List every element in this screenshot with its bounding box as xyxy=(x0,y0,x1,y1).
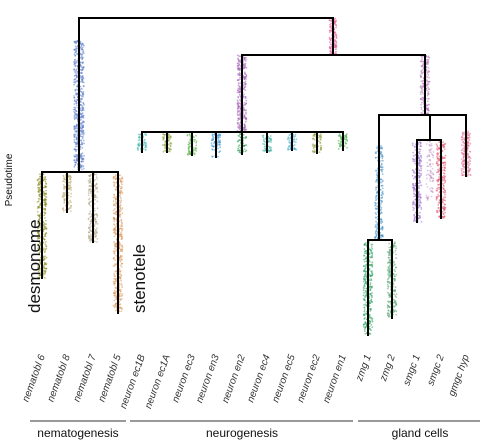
annotation-desmoneme: desmoneme xyxy=(25,219,44,313)
points-neuron_ec3 xyxy=(186,133,198,156)
leaf-label-zmg1: zmg 1 xyxy=(354,353,374,383)
leaf-label-smgc1: smgc 1 xyxy=(401,353,422,387)
leaf-label-smgc2: smgc 2 xyxy=(425,353,447,387)
leaf-label-neuron_ec4: neuron ec4 xyxy=(245,353,273,404)
group-label-nematogenesis: nematogenesis xyxy=(37,426,118,440)
leaf-label-nematobl6: nematobl 6 xyxy=(21,353,48,404)
leaf-label-zmg2: zmg 2 xyxy=(378,353,398,384)
group-label-gland-cells: gland cells xyxy=(392,426,449,440)
annotation-stenotele: stenotele xyxy=(130,244,149,313)
leaf-label-nematobl7: nematobl 7 xyxy=(72,353,99,404)
tree-edges xyxy=(41,17,467,336)
leaf-label-neuron_ec3: neuron ec3 xyxy=(170,353,198,404)
leaf-label-neuron_en1: neuron en1 xyxy=(321,353,349,404)
leaf-label-neuron_en2: neuron en2 xyxy=(220,353,248,405)
leaf-label-nematobl5: nematobl 5 xyxy=(97,353,124,404)
y-axis-label: Pseudotime xyxy=(4,153,15,206)
leaf-label-neuron_ec5: neuron ec5 xyxy=(270,353,298,404)
points-nematobl8 xyxy=(61,173,73,213)
points-nematobl6 xyxy=(36,173,48,279)
leaf-label-gmgc_hyp: gmgc hyp xyxy=(447,353,472,398)
leaf-label-neuron_ec1A: neuron ec1A xyxy=(143,353,173,410)
leaf-label-neuron_ec2: neuron ec2 xyxy=(295,353,323,404)
leaf-label-nematobl8: nematobl 8 xyxy=(46,353,73,404)
points-smgc-stem xyxy=(425,139,435,201)
cell-points xyxy=(36,17,472,335)
points-neuron_en3 xyxy=(210,133,222,158)
leaf-label-neuron_en3: neuron en3 xyxy=(194,353,222,405)
leaf-label-neuron_ec1B: neuron ec1B xyxy=(118,353,148,410)
group-label-neurogenesis: neurogenesis xyxy=(206,426,278,440)
